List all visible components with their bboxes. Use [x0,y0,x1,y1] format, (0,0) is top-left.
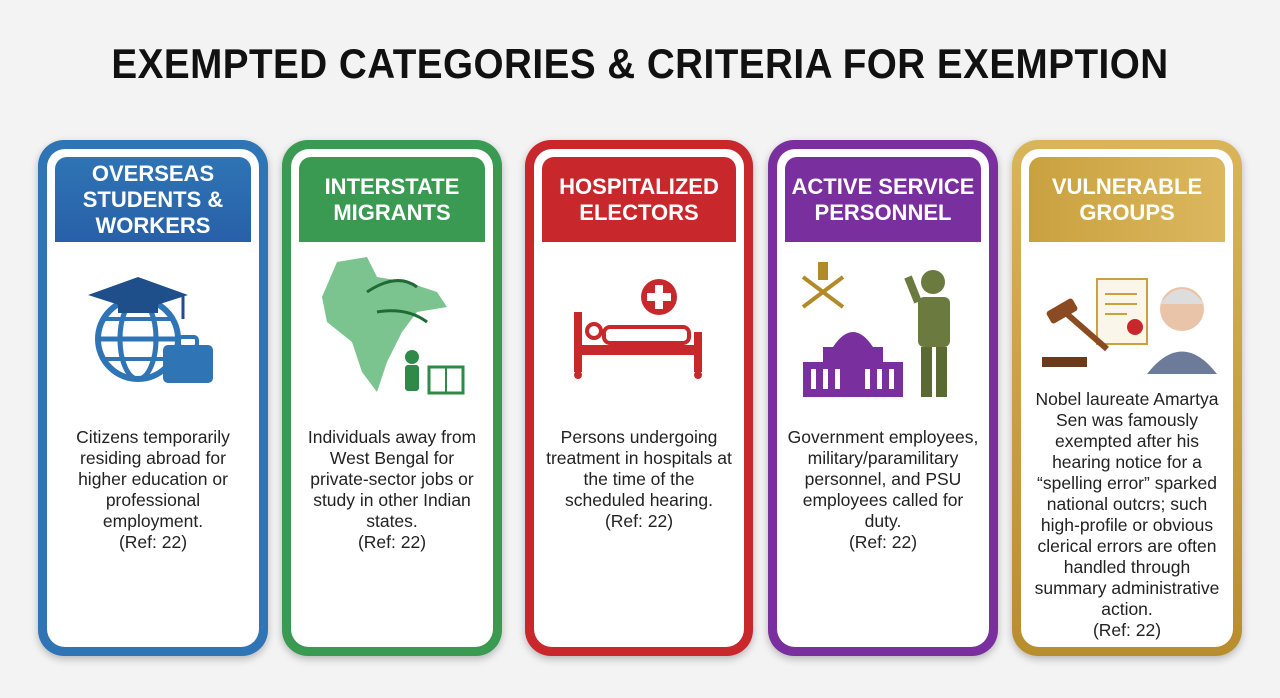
reference: (Ref: 22) [357,532,427,552]
card-description: Persons undergoing treatment in hospital… [542,427,736,532]
card-heading: VULNERABLE GROUPS [1029,157,1225,242]
card-description: Individuals away from West Bengal for pr… [299,427,485,553]
globe-graduation-cap-briefcase-icon [47,257,259,407]
card-hospitalized: HOSPITALIZED ELECTORS Persons undergoing… [525,140,753,656]
card-heading: OVERSEAS STUDENTS & WORKERS [55,157,251,242]
card-interstate: INTERSTATE MIGRANTS Individuals away fro… [282,140,502,656]
card-heading: INTERSTATE MIGRANTS [299,157,485,242]
card-heading: ACTIVE SERVICE PERSONNEL [785,157,981,242]
description-text: Individuals away from West Bengal for pr… [307,427,477,531]
reference: (Ref: 22) [1092,620,1162,640]
description-text: Citizens temporarily residing abroad for… [76,427,230,531]
gavel-document-portrait-icon [1021,249,1233,399]
description-text: Persons undergoing treatment in hospital… [546,427,732,510]
page-title: EXEMPTED CATEGORIES & CRITERIA FOR EXEMP… [111,40,1169,87]
reference: (Ref: 22) [604,511,674,531]
description-text: Government employees, military/paramilit… [787,427,979,531]
card-description: Government employees, military/paramilit… [785,427,981,553]
description-text: Nobel laureate Amartya Sen was famously … [1034,389,1220,619]
card-vulnerable: VULNERABLE GROUPS Nobel laureate Amartya… [1012,140,1242,656]
hospital-bed-icon [534,257,744,407]
card-heading: HOSPITALIZED ELECTORS [542,157,736,242]
card-description: Citizens temporarily residing abroad for… [55,427,251,553]
card-active-service: ACTIVE SERVICE PERSONNEL Government empl… [768,140,998,656]
india-map-migration-icon [291,257,493,407]
reference: (Ref: 22) [848,532,918,552]
card-description: Nobel laureate Amartya Sen was famously … [1029,389,1225,641]
reference: (Ref: 22) [118,532,188,552]
card-overseas: OVERSEAS STUDENTS & WORKERS Citizens tem… [38,140,268,656]
soldier-government-building-icon [777,257,989,407]
